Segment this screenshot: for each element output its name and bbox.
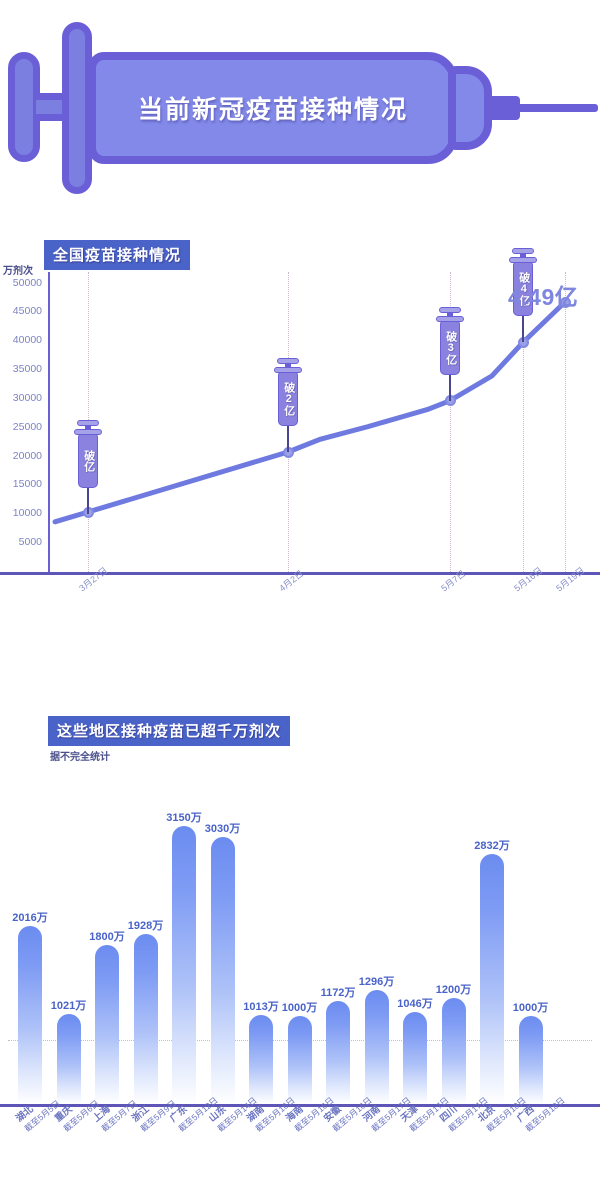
bar <box>56 1013 81 1104</box>
bar-value-label: 1296万 <box>358 975 395 988</box>
bar <box>364 989 389 1104</box>
y-axis-tick-label: 5000 <box>18 536 42 549</box>
milestone-needle-icon <box>287 426 289 452</box>
y-axis-tick-label: 45000 <box>12 305 42 318</box>
bar <box>441 998 466 1104</box>
bar-value-label: 1800万 <box>89 931 125 944</box>
syringe-cone-icon <box>448 66 492 150</box>
bar-chart-baseline <box>0 1104 600 1107</box>
bar <box>403 1011 427 1104</box>
bar-value-label: 1013万 <box>243 1000 279 1013</box>
y-axis-tick-label: 15000 <box>12 478 42 491</box>
y-axis-tick-label: 40000 <box>12 334 42 347</box>
section-heading-national: 全国疫苗接种情况 <box>44 240 191 270</box>
grid-line <box>450 272 452 572</box>
bar-value-label: 1928万 <box>127 919 164 932</box>
milestone-syringe-body: 破3亿 <box>440 320 460 375</box>
milestone-label: 破2亿 <box>282 382 295 416</box>
milestone-syringe-rod-icon <box>85 425 91 431</box>
bar-value-label: 1021万 <box>50 999 87 1012</box>
line-series-svg <box>52 299 568 525</box>
bar-value-label: 3030万 <box>204 822 241 835</box>
line-data-point <box>559 296 571 308</box>
bar <box>287 1015 312 1104</box>
bar-chart: 2016万 1021万 1800万 1928万 3150万 3030万 1013万 1000万… <box>0 700 600 1199</box>
bar-value-label: 2016万 <box>12 912 48 925</box>
grid-line <box>565 272 567 572</box>
x-axis-line <box>0 572 600 575</box>
y-axis-tick-label: 10000 <box>12 507 42 520</box>
bar-value-label: 1200万 <box>435 984 472 997</box>
bar <box>518 1015 543 1104</box>
milestone-label: 破3亿 <box>444 330 457 365</box>
y-axis-tick-label: 20000 <box>12 449 42 462</box>
bar-value-label: 1000万 <box>512 1001 549 1014</box>
bar <box>210 836 235 1104</box>
bar <box>18 926 42 1104</box>
grid-line <box>523 272 525 572</box>
bar <box>480 854 504 1104</box>
section-heading-regions: 这些地区接种疫苗已超千万剂次 <box>48 716 291 746</box>
bar-value-label: 2832万 <box>474 840 510 853</box>
section-subnote: 据不完全统计 <box>50 752 110 763</box>
milestone-label: 破4亿 <box>517 272 530 307</box>
y-axis-line <box>48 272 50 574</box>
y-axis-tick-label: 35000 <box>12 363 42 376</box>
bar-value-label: 1046万 <box>397 997 433 1010</box>
bar-value-label: 3150万 <box>166 812 202 825</box>
syringe-barrel-icon: 当前新冠疫苗接种情况 <box>88 52 458 164</box>
milestone-syringe-body: 破4亿 <box>513 262 533 317</box>
y-axis-tick-label: 50000 <box>12 276 42 289</box>
milestone-label: 破亿 <box>82 450 95 473</box>
milestone-syringe-body: 破亿 <box>78 434 98 489</box>
y-axis-tick-label: 25000 <box>12 420 42 433</box>
bar-value-label: 1000万 <box>281 1001 318 1014</box>
y-axis-unit-label: 万剂次 <box>3 266 33 277</box>
milestone-needle-icon <box>449 374 451 401</box>
bar <box>326 1000 350 1104</box>
bar-value-label: 1172万 <box>320 986 356 999</box>
header-banner: 当前新冠疫苗接种情况 <box>0 0 600 212</box>
page-title: 当前新冠疫苗接种情况 <box>137 96 408 124</box>
bar <box>95 945 119 1104</box>
y-axis-tick-label: 30000 <box>12 391 42 404</box>
milestone-syringe-rod-icon <box>285 363 291 368</box>
bar <box>172 826 196 1104</box>
milestone-syringe-rod-icon <box>447 311 453 317</box>
milestone-syringe-rod-icon <box>520 253 526 259</box>
end-annotation: 4.49亿 <box>508 284 579 310</box>
syringe-needle-base-icon <box>486 96 520 120</box>
milestone-needle-icon <box>522 316 524 343</box>
bar <box>133 933 158 1104</box>
milestone-needle-icon <box>87 488 89 515</box>
milestone-syringe-body: 破2亿 <box>278 372 298 426</box>
bar <box>249 1014 273 1104</box>
line-chart: 万剂次 50000 45000 40000 35000 30000 25000 20000 1… <box>0 228 600 628</box>
syringe-needle-icon <box>516 104 598 112</box>
